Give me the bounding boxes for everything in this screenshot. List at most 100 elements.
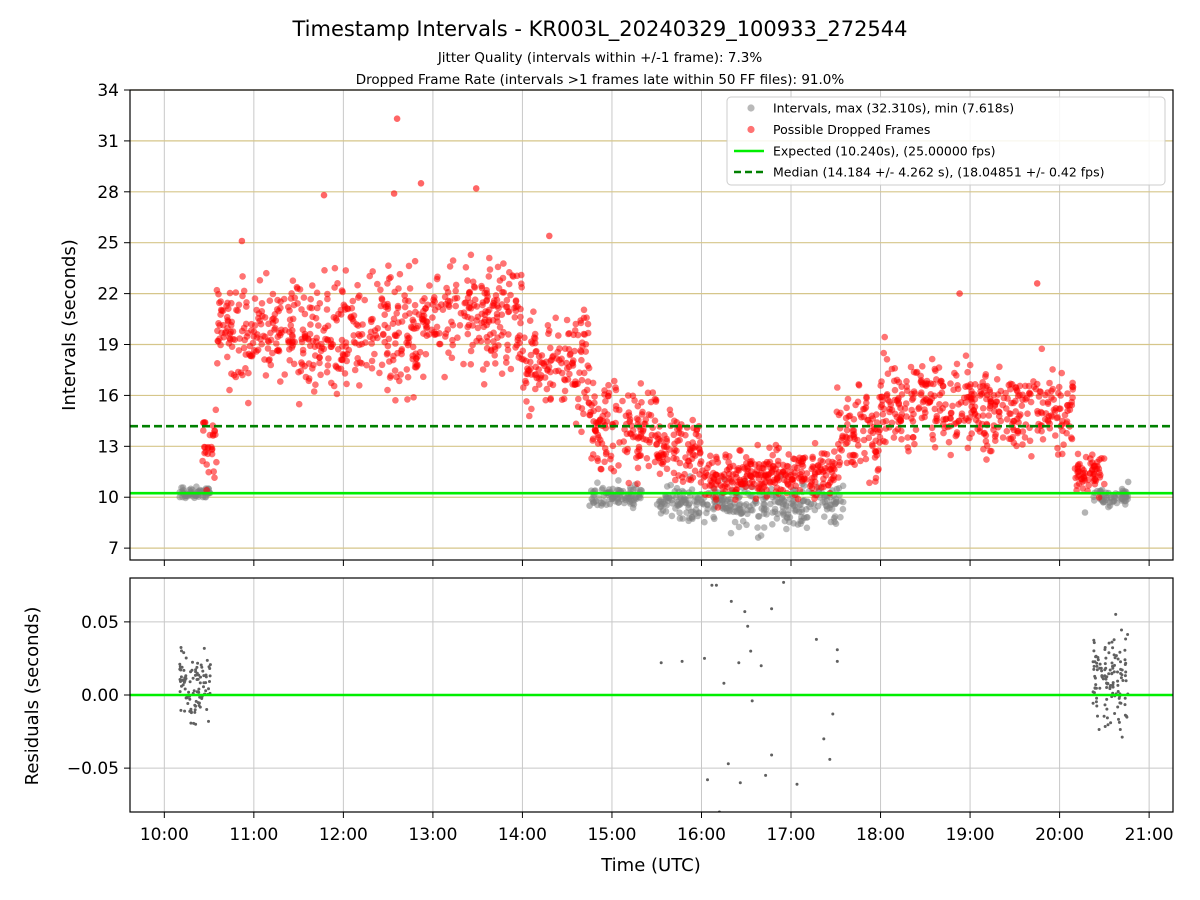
dropped-frame-point-443 [421, 295, 428, 302]
dropped-frame-point-187 [261, 333, 269, 341]
dropped-frame-point-793 [538, 352, 546, 359]
dropped-frame-point-808 [520, 384, 527, 391]
dropped-frame-point-1413 [855, 382, 863, 389]
dropped-frame-point-472 [423, 323, 431, 331]
dropped-frame-point-1596 [929, 431, 936, 439]
dropped-frame-point-923 [612, 386, 620, 394]
dropped-frame-point-229 [371, 350, 378, 358]
residual-point-193 [1109, 721, 1113, 725]
dropped-frame-point-1714 [1044, 398, 1052, 406]
dropped-frame-point-624 [480, 381, 488, 388]
interval-point-403 [763, 511, 770, 518]
dropped-frame-point-1423 [865, 416, 872, 424]
dropped-frame-point-1049 [659, 460, 666, 468]
dropped-frame-point-1401 [848, 458, 855, 466]
dropped-frame-point-108 [224, 353, 231, 361]
dropped-frame-point-1663 [996, 363, 1003, 371]
dropped-frame-point-208 [381, 311, 389, 319]
residual-point-132 [1108, 668, 1112, 672]
residual-point-92 [178, 662, 182, 666]
dropped-frame-point-474 [306, 330, 314, 338]
dropped-frame-point-475 [384, 342, 392, 350]
dropped-frame-point-333 [384, 349, 391, 357]
residual-point-204 [1109, 684, 1112, 687]
dropped-frame-point-1585 [936, 407, 944, 414]
dropped-frame-point-1237 [781, 471, 789, 478]
dropped-frame-point-292 [309, 282, 316, 289]
dropped-frame-point-1834 [1049, 366, 1056, 373]
dropped-frame-point-189 [273, 340, 280, 347]
intervals-frame [129, 89, 1174, 561]
dropped-frame-point-784 [556, 345, 563, 352]
legend-label-intervals: Intervals, max (32.310s), min (7.618s) [773, 101, 1014, 116]
dropped-frame-point-335 [378, 361, 386, 369]
dropped-frame-point-1458 [879, 411, 887, 418]
residual-point-244 [795, 782, 799, 786]
dropped-frame-point-1890 [1074, 468, 1081, 476]
interval-point-421 [686, 493, 694, 500]
dropped-frame-point-405 [404, 396, 411, 403]
dropped-frame-point-231 [391, 367, 399, 374]
dropped-frame-point-14 [212, 406, 220, 414]
dropped-frame-point-1354 [834, 384, 841, 391]
dropped-frame-point-1534 [883, 356, 891, 363]
dropped-frame-point-193 [290, 360, 298, 368]
dropped-frame-point-1762 [1055, 389, 1062, 397]
dropped-frame-point-199 [224, 324, 231, 332]
interval-point-385 [676, 515, 684, 522]
dropped-frame-point-956 [612, 402, 620, 410]
dropped-frame-point-761 [545, 327, 553, 334]
residual-point-89 [207, 719, 210, 723]
dropped-frame-point-916 [623, 430, 631, 438]
residual-point-165 [1092, 664, 1096, 668]
dropped-frame-point-1823 [1019, 391, 1026, 399]
residual-point-150 [1093, 674, 1097, 678]
dropped-frame-point-721 [542, 396, 549, 404]
dropped-frame-point-387 [310, 361, 317, 369]
residual-point-160 [1092, 638, 1096, 642]
dropped-frame-point-1046 [654, 435, 662, 442]
dropped-frame-point-858 [602, 397, 609, 405]
dropped-frame-point-1039 [678, 430, 685, 438]
dropped-frame-point-797 [535, 375, 543, 383]
dropped-frame-point-1249 [790, 455, 797, 463]
dropped-frame-point-1444 [902, 400, 910, 407]
dropped-frame-point-812 [532, 348, 539, 356]
dropped-frame-point-124 [288, 344, 296, 351]
residual-point-200 [1091, 701, 1095, 705]
residual-point-21 [182, 668, 186, 672]
dropped-frame-point-1605 [908, 396, 916, 404]
dropped-frame-point-179 [214, 327, 221, 335]
dropped-frame-point-1330 [817, 457, 824, 464]
dropped-frame-point-1677 [966, 361, 974, 369]
interval-point-439 [718, 500, 726, 507]
dropped-frame-point-486 [338, 336, 346, 344]
dropped-frame-point-5 [205, 468, 212, 476]
residual-point-231 [680, 659, 684, 663]
residuals-x-ticks: 10:00 11:00 12:00 13:00 14:00 15:00 16:00 17:00… [140, 812, 1174, 845]
dropped-frame-point-1629 [979, 405, 987, 412]
dropped-frame-point-695 [584, 320, 592, 328]
dropped-frame-point-1509 [880, 349, 887, 357]
residual-point-180 [1123, 703, 1127, 707]
x-tick-label-1200: 12:00 [319, 825, 368, 845]
residual-point-179 [1116, 679, 1120, 683]
dropped-frame-point-1791 [979, 412, 987, 419]
dropped-frame-point-807 [531, 335, 539, 342]
dropped-frame-point-848 [644, 389, 652, 397]
dropped-frame-point-614 [445, 303, 453, 311]
dropped-frame-point-1709 [1028, 453, 1035, 460]
dropped-frame-point-114 [265, 320, 272, 328]
residual-point-168 [1092, 641, 1096, 645]
dropped-frame-point-1768 [1058, 369, 1065, 377]
residual-point-229 [1114, 654, 1118, 658]
dropped-frame-point-789 [544, 322, 552, 329]
residual-point-257 [749, 649, 753, 653]
residual-point-243 [782, 580, 786, 584]
dropped-frame-point-1592 [915, 405, 922, 413]
dropped-frame-point-494 [494, 263, 502, 271]
dropped-frame-point-450 [419, 318, 427, 326]
residual-point-239 [746, 624, 750, 628]
residual-point-78 [202, 685, 205, 689]
dropped-frame-point-1408 [860, 436, 868, 444]
